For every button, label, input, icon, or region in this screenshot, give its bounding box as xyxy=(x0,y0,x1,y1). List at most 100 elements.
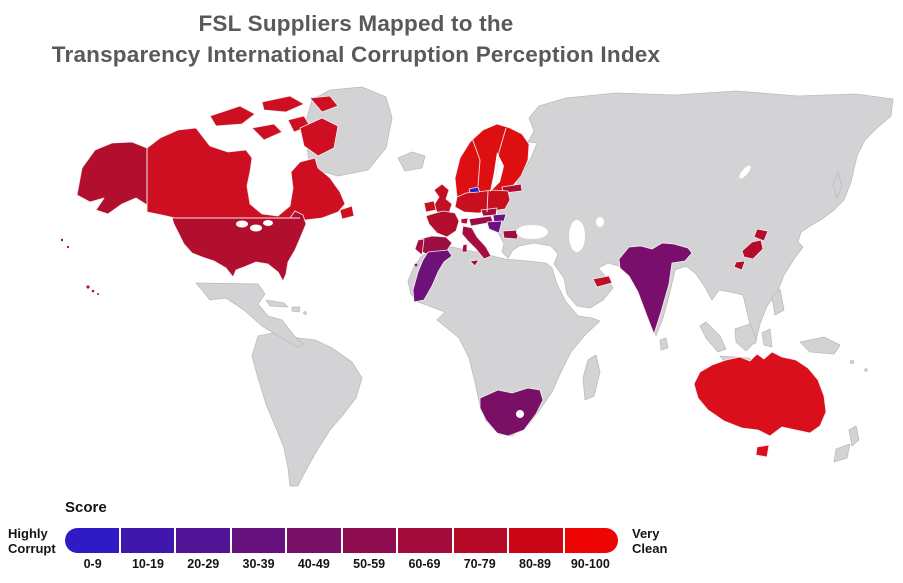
landmass-iceland xyxy=(397,151,426,172)
aral-sea xyxy=(596,217,604,227)
country-morocco xyxy=(412,249,453,303)
legend-bucket-20-29 xyxy=(176,528,230,553)
legend-bucket-label-10-19: 10-19 xyxy=(131,557,164,571)
chart-title-line1: FSL Suppliers Mapped to the xyxy=(198,11,514,36)
country-usa-alaska xyxy=(76,141,148,215)
landmass-sulawesi xyxy=(761,328,773,348)
legend-title: Score xyxy=(65,499,107,516)
landmass-philippines xyxy=(771,288,785,316)
landmass-new-zealand-north xyxy=(848,425,860,447)
legend-left-label: Highly Corrupt xyxy=(8,526,56,556)
legend-bucket-label-20-29: 20-29 xyxy=(187,557,220,571)
chart-title-line2: Transparency International Corruption Pe… xyxy=(51,42,661,67)
lesotho-cutout xyxy=(516,410,524,418)
legend-bucket-40-49 xyxy=(287,528,341,553)
country-canada-newfoundland xyxy=(339,205,355,220)
landmass-new-zealand-south xyxy=(833,443,851,463)
scored-countries xyxy=(60,95,827,458)
legend-bucket-label-30-39: 30-39 xyxy=(242,557,275,571)
legend-bucket-70-79 xyxy=(453,528,507,553)
legend-right-label-line1: Very xyxy=(632,526,660,541)
country-japan-honshu xyxy=(741,239,764,260)
legend-bucket-label-90-100: 90-100 xyxy=(570,557,610,571)
country-portugal xyxy=(414,238,425,256)
island-dot-caribbean xyxy=(303,311,307,315)
hudson-strait xyxy=(255,146,272,172)
landmass-cuba xyxy=(265,299,289,308)
country-india xyxy=(618,242,693,335)
country-italy-sicily xyxy=(469,259,480,267)
country-uk xyxy=(433,183,453,214)
legend-bucket-label-60-69: 60-69 xyxy=(408,557,441,571)
country-balkans xyxy=(486,220,503,234)
island-dot-pacific-2 xyxy=(864,368,868,372)
great-lake-1 xyxy=(236,220,248,228)
legend-left-label-line1: Highly xyxy=(8,526,48,541)
country-australia-tasmania xyxy=(755,444,770,458)
country-south-africa xyxy=(479,387,544,437)
country-usa-aleutian-1 xyxy=(60,238,64,242)
legend-right-label: Very Clean xyxy=(632,526,667,556)
great-lake-2 xyxy=(250,224,262,232)
country-canada-arctic-island-2 xyxy=(261,95,305,113)
hudson-bay xyxy=(250,166,290,210)
border-sweden-finland xyxy=(495,127,507,177)
landmass-hispaniola xyxy=(291,306,301,313)
country-canada xyxy=(146,127,346,221)
legend-bucket-label-70-79: 70-79 xyxy=(463,557,496,571)
legend-bucket-label-0-9: 0-9 xyxy=(83,557,102,571)
lake-baikal xyxy=(739,165,751,179)
legend-bucket-80-89 xyxy=(509,528,563,553)
legend-bucket-60-69 xyxy=(398,528,452,553)
country-usa-mainland xyxy=(171,210,307,282)
country-canada-arctic-island-1 xyxy=(209,105,256,127)
legend-bucket-90-100 xyxy=(564,528,618,553)
legend-bucket-0-9 xyxy=(65,528,119,553)
legend-bucket-50-59 xyxy=(342,528,396,553)
country-japan-hokkaido xyxy=(753,228,769,242)
landmass-borneo xyxy=(734,323,758,352)
great-lake-3 xyxy=(263,220,273,226)
country-italy xyxy=(461,225,492,260)
country-usa-hawaii-1 xyxy=(86,285,90,289)
island-dot-pacific-1 xyxy=(850,359,855,364)
legend-bucket-10-19 xyxy=(120,528,174,553)
country-france xyxy=(425,210,460,238)
country-uae xyxy=(592,275,613,288)
caspian-sea xyxy=(569,220,585,252)
landmass-sumatra xyxy=(699,321,727,353)
legend-bucket-30-39 xyxy=(231,528,285,553)
legend-bucket-label-40-49: 40-49 xyxy=(297,557,330,571)
landmass-new-guinea xyxy=(799,336,841,355)
border-norway-sweden xyxy=(471,137,481,187)
country-ireland xyxy=(423,200,437,213)
country-bulgaria xyxy=(502,229,520,240)
landmass-south-america xyxy=(251,331,363,487)
country-usa-hawaii-2 xyxy=(91,289,95,293)
country-germany-poland xyxy=(454,189,511,214)
country-japan-kyushu xyxy=(733,260,746,271)
legend-right-label-line2: Clean xyxy=(632,541,668,556)
landmass-sakhalin xyxy=(832,171,843,199)
landmass-mexico-central-america xyxy=(195,282,305,348)
country-italy-sardinia xyxy=(461,243,468,253)
legend-left-label-line2: Corrupt xyxy=(8,541,56,556)
gulf-of-bothnia xyxy=(490,152,504,192)
water-cutouts xyxy=(236,146,751,418)
country-spain-canary-1 xyxy=(414,263,418,267)
country-usa-aleutian-2 xyxy=(66,245,70,249)
border-germany-poland xyxy=(486,190,489,213)
legend-bar xyxy=(65,528,618,553)
chart-title: FSL Suppliers Mapped to the Transparency… xyxy=(0,8,712,70)
legend-bucket-label-50-59: 50-59 xyxy=(353,557,386,571)
country-switzerland xyxy=(460,217,469,225)
landmass-madagascar xyxy=(582,354,601,401)
country-canada-arctic-island-3 xyxy=(309,95,339,113)
country-australia xyxy=(693,351,827,437)
country-canada-arctic-island-4 xyxy=(251,123,283,141)
country-hungary xyxy=(492,213,507,223)
country-usa-hawaii-3 xyxy=(97,293,99,295)
black-sea xyxy=(516,225,548,239)
